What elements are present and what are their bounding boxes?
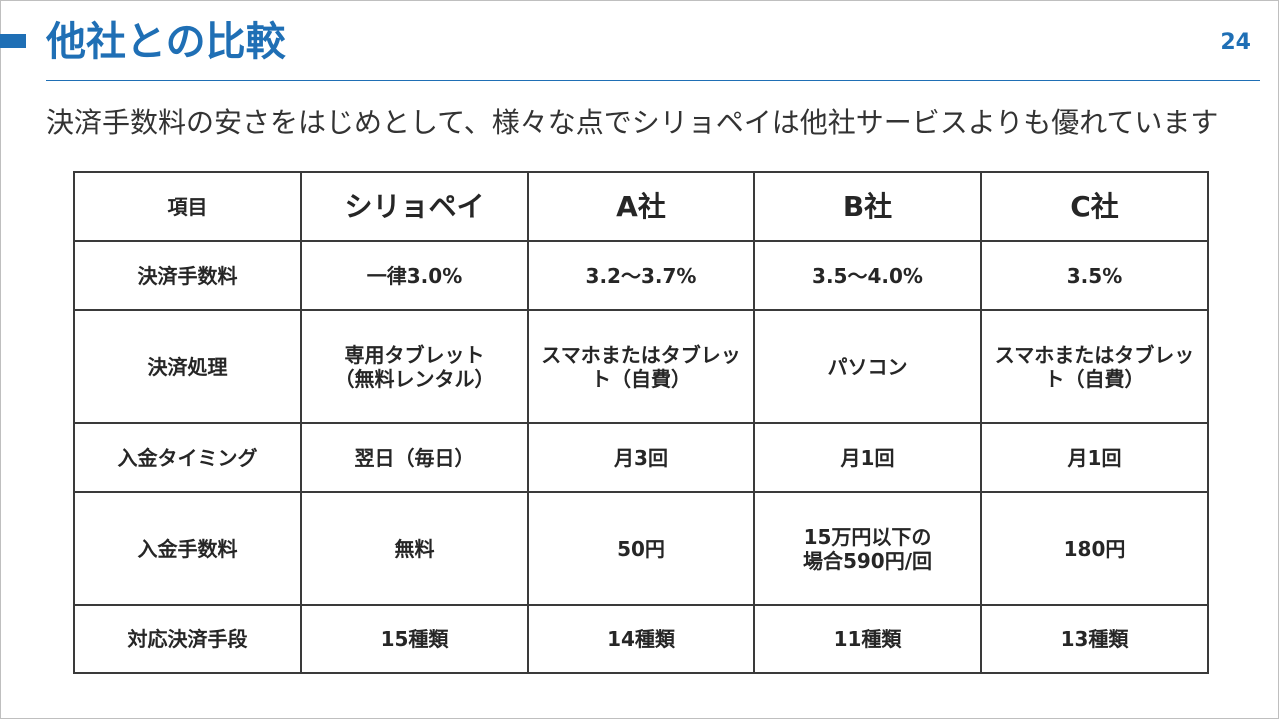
table-cell: 翌日（毎日） bbox=[300, 422, 529, 493]
title-accent-bar bbox=[0, 34, 26, 48]
header-company-b: B社 bbox=[753, 171, 982, 242]
title-divider bbox=[46, 80, 1260, 81]
table-row: 決済処理 専用タブレット （無料レンタル） スマホまたはタブレッ ト（自費） パ… bbox=[73, 309, 1209, 424]
table-row: 入金手数料 無料 50円 15万円以下の 場合590円/回 180円 bbox=[73, 491, 1209, 606]
table-cell: 一律3.0% bbox=[300, 240, 529, 311]
table-cell: 14種類 bbox=[527, 604, 755, 674]
table-cell: スマホまたはタブレッ ト（自費） bbox=[980, 309, 1209, 424]
row-label-deposit-fee: 入金手数料 bbox=[73, 491, 302, 606]
page-number: 24 bbox=[1220, 30, 1251, 55]
table-cell: 3.5% bbox=[980, 240, 1209, 311]
table-cell: パソコン bbox=[753, 309, 982, 424]
header-item: 項目 bbox=[73, 171, 302, 242]
header-shiryopay: シリョペイ bbox=[300, 171, 529, 242]
table-cell: 11種類 bbox=[753, 604, 982, 674]
table-row: 対応決済手段 15種類 14種類 11種類 13種類 bbox=[73, 604, 1209, 674]
table-cell: 3.5～4.0% bbox=[753, 240, 982, 311]
comparison-table: 項目 シリョペイ A社 B社 C社 決済手数料 一律3.0% 3.2～3.7% … bbox=[73, 171, 1209, 674]
table-cell: 3.2～3.7% bbox=[527, 240, 755, 311]
table-cell: 無料 bbox=[300, 491, 529, 606]
table-header-row: 項目 シリョペイ A社 B社 C社 bbox=[73, 171, 1209, 242]
table-cell: 専用タブレット （無料レンタル） bbox=[300, 309, 529, 424]
slide-subtitle: 決済手数料の安さをはじめとして、様々な点でシリョペイは他社サービスよりも優れてい… bbox=[46, 106, 1219, 139]
table-cell: 月3回 bbox=[527, 422, 755, 493]
row-label-payment-methods: 対応決済手段 bbox=[73, 604, 302, 674]
header-company-a: A社 bbox=[527, 171, 755, 242]
table-cell: 15種類 bbox=[300, 604, 529, 674]
table-cell: 13種類 bbox=[980, 604, 1209, 674]
table-row: 入金タイミング 翌日（毎日） 月3回 月1回 月1回 bbox=[73, 422, 1209, 493]
row-label-deposit-timing: 入金タイミング bbox=[73, 422, 302, 493]
table-cell: 月1回 bbox=[753, 422, 982, 493]
table-row: 決済手数料 一律3.0% 3.2～3.7% 3.5～4.0% 3.5% bbox=[73, 240, 1209, 311]
table-cell: 180円 bbox=[980, 491, 1209, 606]
header-company-c: C社 bbox=[980, 171, 1209, 242]
slide-title: 他社との比較 bbox=[46, 19, 286, 65]
table-cell: 月1回 bbox=[980, 422, 1209, 493]
table-cell: 15万円以下の 場合590円/回 bbox=[753, 491, 982, 606]
table-cell: スマホまたはタブレッ ト（自費） bbox=[527, 309, 755, 424]
row-label-payment-processing: 決済処理 bbox=[73, 309, 302, 424]
table-cell: 50円 bbox=[527, 491, 755, 606]
row-label-payment-fee: 決済手数料 bbox=[73, 240, 302, 311]
